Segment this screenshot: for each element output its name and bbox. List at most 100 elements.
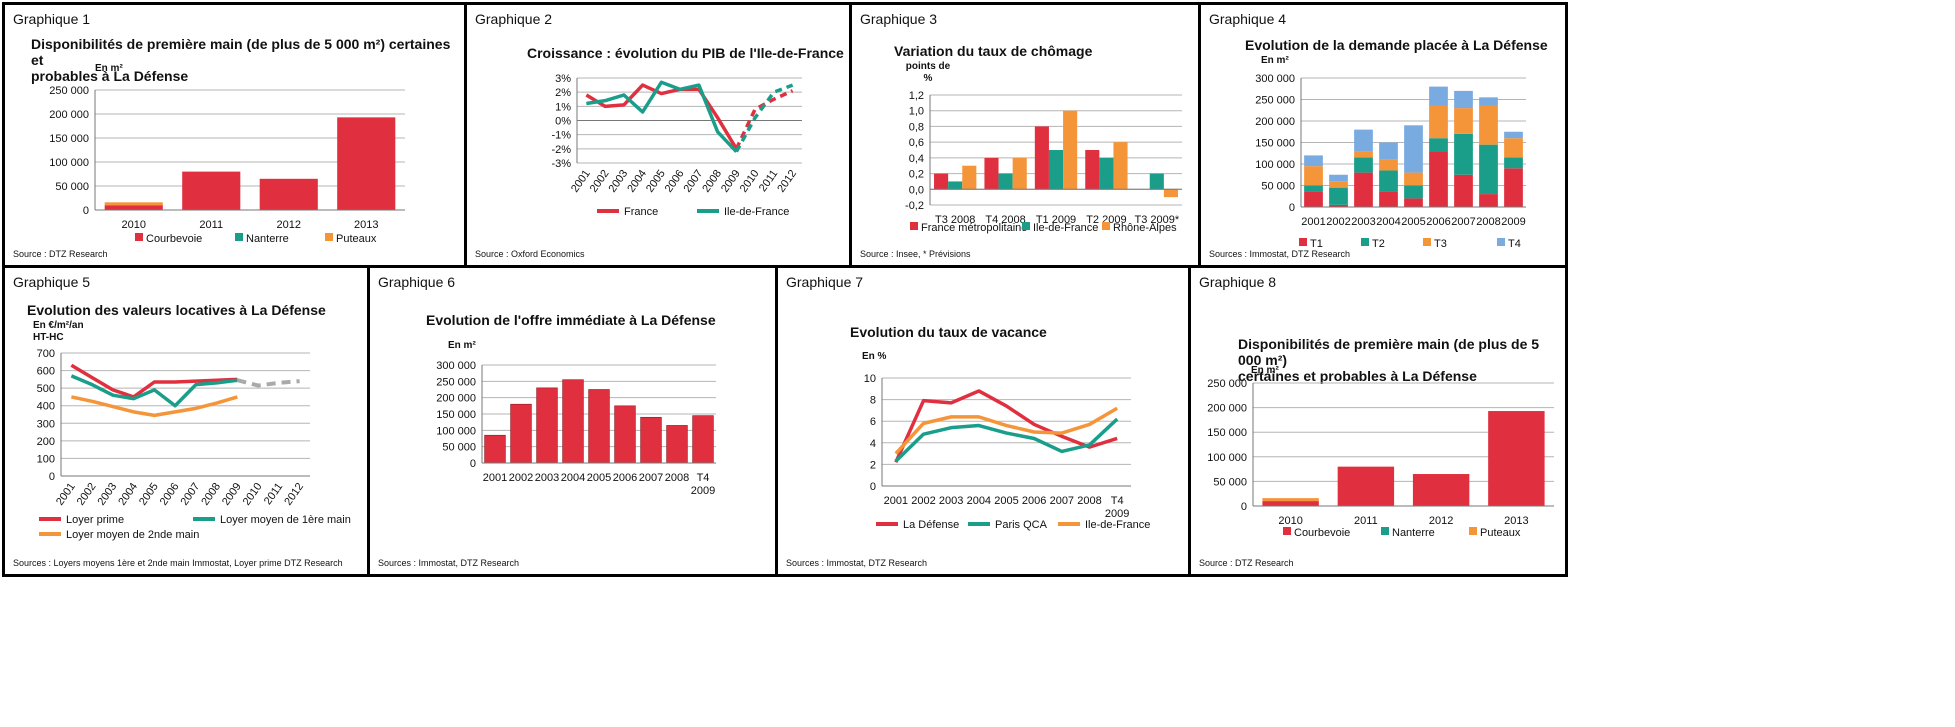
y-tick-label: 100 000 xyxy=(1207,452,1247,464)
bar xyxy=(1085,150,1100,190)
chart-source: Source : Oxford Economics xyxy=(475,249,585,259)
x-tick-label: 2005 xyxy=(137,481,161,508)
x-tick-label: 2008 xyxy=(199,481,223,508)
y-axis-label: En €/m²/an xyxy=(33,320,84,331)
legend-swatch xyxy=(1469,527,1477,535)
x-tick-label: 2013 xyxy=(1504,515,1528,527)
y-tick-label: 0 xyxy=(470,458,476,470)
y-tick-label: 3% xyxy=(555,73,571,85)
x-tick-label: 2007 xyxy=(1050,495,1074,507)
bar xyxy=(1262,498,1319,502)
bar xyxy=(1354,157,1373,173)
x-tick-label: 2008 xyxy=(1077,495,1101,507)
bar xyxy=(1337,466,1395,506)
legend-label: Ile-de-France xyxy=(724,206,789,218)
y-tick-label: 250 000 xyxy=(1255,95,1295,107)
legend-swatch xyxy=(1022,222,1030,230)
panel-label: Graphique 3 xyxy=(860,11,938,27)
chart-title-line: Variation du taux de chômage xyxy=(894,43,1093,59)
bar xyxy=(104,205,163,210)
y-tick-label: 0,2 xyxy=(909,169,924,181)
bar xyxy=(1504,157,1523,169)
x-tick-label: 2005 xyxy=(994,495,1018,507)
y-axis-label: En % xyxy=(862,351,887,362)
panel-graphique-4: Graphique 4 Evolution de la demande placé… xyxy=(1198,2,1568,268)
bar xyxy=(1163,189,1178,198)
x-tick-label: 2002 xyxy=(588,168,612,195)
bar xyxy=(562,379,584,464)
chart-title: Evolution de la demande placée à La Défe… xyxy=(1245,37,1548,53)
x-tick-label: 2003 xyxy=(95,481,119,508)
x-tick-label: 2006 xyxy=(663,168,687,195)
bar xyxy=(259,178,318,210)
legend-label: T1 xyxy=(1310,238,1323,250)
chart-title: Disponibilités de première main (de plus… xyxy=(1238,336,1565,384)
x-tick-label: 2005 xyxy=(1401,216,1425,228)
panel-label: Graphique 8 xyxy=(1199,274,1277,290)
x-tick-label: 2007 xyxy=(681,168,705,195)
series-line xyxy=(71,395,238,418)
y-tick-label: 150 000 xyxy=(1255,138,1295,150)
y-tick-label: 0,6 xyxy=(909,137,924,149)
bar xyxy=(510,403,532,464)
y-tick-label: 250 000 xyxy=(49,85,89,97)
chart-title-line: Croissance : évolution du PIB de l'Ile-d… xyxy=(527,45,844,61)
bar xyxy=(1429,105,1448,139)
bar xyxy=(1429,138,1448,152)
bar xyxy=(1379,170,1398,192)
y-tick-label: -1% xyxy=(551,130,571,142)
legend-swatch xyxy=(1299,238,1307,246)
y-tick-label: 300 000 xyxy=(436,360,476,372)
chart-source: Source : DTZ Research xyxy=(13,249,108,259)
chart-title-line: Evolution du taux de vacance xyxy=(850,324,1047,340)
chart-source: Source : Insee, * Prévisions xyxy=(860,249,971,259)
chart-title: Variation du taux de chômage xyxy=(894,43,1092,59)
legend-swatch xyxy=(235,233,243,241)
bar xyxy=(1479,97,1498,106)
bar xyxy=(1262,501,1319,506)
legend-label: Courbevoie xyxy=(146,233,202,245)
bar xyxy=(1404,125,1423,173)
y-tick-label: 200 000 xyxy=(1207,403,1247,415)
panel-label: Graphique 6 xyxy=(378,274,456,290)
legend-swatch xyxy=(1361,238,1369,246)
legend-label: Rhône-Alpes xyxy=(1113,222,1177,234)
bar xyxy=(1479,194,1498,207)
x-tick-label: 2004 xyxy=(625,168,649,195)
x-tick-label: 2008 xyxy=(665,472,689,484)
x-tick-label: 2003 xyxy=(606,168,630,195)
y-axis-label: En m² xyxy=(1251,365,1279,376)
legend-label: T2 xyxy=(1372,238,1385,250)
series-line xyxy=(70,374,238,408)
x-tick-label: 2010 xyxy=(1278,515,1302,527)
bar xyxy=(1354,129,1373,152)
bar xyxy=(1454,133,1473,175)
y-tick-label: 250 000 xyxy=(436,376,476,388)
x-tick-label: T1 2009 xyxy=(1036,214,1076,226)
bar xyxy=(1354,151,1373,158)
bar xyxy=(692,415,714,464)
bar xyxy=(1304,185,1323,192)
y-tick-label: 100 000 xyxy=(436,425,476,437)
y-tick-label: 0% xyxy=(555,116,571,128)
legend-swatch xyxy=(1381,527,1389,535)
y-tick-label: 600 xyxy=(37,366,55,378)
x-tick-label: T2 2009 xyxy=(1086,214,1126,226)
y-tick-label: 50 000 xyxy=(55,181,89,193)
x-tick-label: T4 xyxy=(1111,495,1124,507)
legend-label: Paris QCA xyxy=(995,519,1048,531)
y-tick-label: 0,8 xyxy=(909,121,924,133)
y-tick-label: 200 xyxy=(37,436,55,448)
y-tick-label: 6 xyxy=(870,416,876,428)
y-tick-label: 200 000 xyxy=(49,109,89,121)
bar xyxy=(1479,105,1498,145)
x-tick-label: 2010 xyxy=(241,481,265,508)
chart-source: Sources : Immostat, DTZ Research xyxy=(786,558,928,568)
y-tick-label: 250 000 xyxy=(1207,378,1247,390)
bar xyxy=(1063,110,1078,190)
x-tick-label: 2008 xyxy=(700,168,724,195)
x-tick-label: 2003 xyxy=(939,495,963,507)
legend-label: Loyer moyen de 2nde main xyxy=(66,529,199,541)
